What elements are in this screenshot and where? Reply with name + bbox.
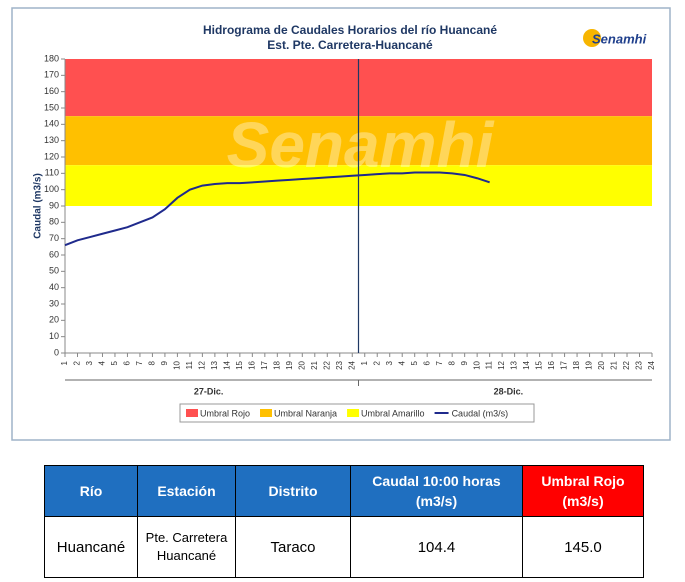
x-tick-label: 3 bbox=[85, 360, 94, 365]
x-tick-label: 19 bbox=[285, 360, 294, 369]
data-table: Río Estación Distrito Caudal 10:00 horas… bbox=[44, 465, 644, 578]
y-tick-label: 80 bbox=[49, 217, 59, 227]
legend-label: Umbral Rojo bbox=[200, 408, 250, 418]
y-tick-label: 10 bbox=[49, 331, 59, 341]
y-tick-label: 110 bbox=[45, 168, 59, 178]
x-tick-label: 4 bbox=[397, 360, 406, 365]
header-cell: Umbral Rojo (m3/s) bbox=[522, 465, 644, 517]
x-tick-label: 10 bbox=[173, 360, 182, 369]
x-tick-label: 14 bbox=[522, 360, 531, 369]
x-tick-label: 7 bbox=[435, 360, 444, 365]
legend-label: Caudal (m3/s) bbox=[452, 408, 509, 418]
x-tick-label: 11 bbox=[185, 360, 194, 369]
legend-swatch bbox=[186, 409, 198, 417]
y-tick-label: 30 bbox=[49, 298, 59, 308]
watermark: Senamhi bbox=[227, 109, 495, 181]
x-tick-label: 21 bbox=[610, 360, 619, 369]
x-tick-label: 24 bbox=[347, 360, 356, 369]
y-tick-label: 70 bbox=[49, 233, 59, 243]
cell: Huancané bbox=[44, 516, 138, 578]
x-tick-label: 22 bbox=[322, 360, 331, 369]
x-tick-label: 16 bbox=[547, 360, 556, 369]
x-tick-label: 5 bbox=[110, 360, 119, 365]
x-tick-label: 11 bbox=[485, 360, 494, 369]
x-tick-label: 19 bbox=[585, 360, 594, 369]
header-cell: Río bbox=[44, 465, 138, 517]
y-tick-label: 140 bbox=[44, 119, 59, 129]
x-tick-label: 8 bbox=[447, 360, 456, 365]
x-tick-label: 3 bbox=[385, 360, 394, 365]
y-tick-label: 0 bbox=[54, 347, 59, 357]
x-tick-label: 1 bbox=[60, 360, 69, 365]
x-tick-label: 21 bbox=[310, 360, 319, 369]
group-label: 28-Dic. bbox=[494, 386, 524, 396]
cell: Taraco bbox=[235, 516, 351, 578]
x-tick-label: 18 bbox=[272, 360, 281, 369]
x-tick-label: 9 bbox=[460, 360, 469, 365]
legend-label: Umbral Amarillo bbox=[361, 408, 425, 418]
x-tick-label: 10 bbox=[472, 360, 481, 369]
cell: 104.4 bbox=[350, 516, 523, 578]
cell: Pte. Carretera Huancané bbox=[137, 516, 236, 578]
x-tick-label: 2 bbox=[73, 360, 82, 365]
x-tick-label: 20 bbox=[297, 360, 306, 369]
x-tick-label: 6 bbox=[123, 360, 132, 365]
table-row: Huancané Pte. Carretera Huancané Taraco … bbox=[44, 516, 644, 578]
x-tick-label: 14 bbox=[222, 360, 231, 369]
y-tick-label: 40 bbox=[49, 282, 59, 292]
y-tick-label: 60 bbox=[49, 249, 59, 259]
legend-swatch bbox=[347, 409, 360, 417]
x-tick-label: 4 bbox=[98, 360, 107, 365]
x-tick-label: 22 bbox=[622, 360, 631, 369]
x-tick-label: 23 bbox=[635, 360, 644, 369]
data-line bbox=[64, 171, 490, 247]
chart-subtitle: Est. Pte. Carretera-Huancané bbox=[267, 38, 433, 52]
cell: 145.0 bbox=[522, 516, 644, 578]
header-cell: Estación bbox=[137, 465, 236, 517]
x-tick-label: 16 bbox=[247, 360, 256, 369]
legend-swatch bbox=[260, 409, 273, 417]
x-tick-label: 8 bbox=[148, 360, 157, 365]
x-tick-label: 17 bbox=[260, 360, 269, 369]
x-tick-label: 12 bbox=[497, 360, 506, 369]
y-tick-label: 50 bbox=[49, 266, 59, 276]
x-tick-label: 5 bbox=[410, 360, 419, 365]
y-axis-label: Caudal (m3/s) bbox=[33, 173, 44, 239]
x-tick-label: 13 bbox=[210, 360, 219, 369]
y-tick-label: 180 bbox=[44, 53, 59, 63]
x-tick-label: 15 bbox=[535, 360, 544, 369]
logo: Senamhi bbox=[592, 31, 647, 46]
y-tick-label: 90 bbox=[49, 200, 59, 210]
x-tick-label: 18 bbox=[572, 360, 581, 369]
x-tick-label: 15 bbox=[235, 360, 244, 369]
table-header: Río Estación Distrito Caudal 10:00 horas… bbox=[44, 465, 644, 517]
x-tick-label: 17 bbox=[560, 360, 569, 369]
x-tick-label: 2 bbox=[372, 360, 381, 365]
x-tick-label: 23 bbox=[335, 360, 344, 369]
legend-label: Umbral Naranja bbox=[274, 408, 337, 418]
header-cell: Caudal 10:00 horas (m3/s) bbox=[350, 465, 523, 517]
group-label: 27-Dic. bbox=[194, 386, 224, 396]
y-tick-label: 120 bbox=[44, 151, 59, 161]
y-tick-label: 150 bbox=[44, 102, 59, 112]
y-tick-label: 100 bbox=[44, 184, 59, 194]
x-tick-label: 13 bbox=[510, 360, 519, 369]
legend: Umbral Rojo Umbral Naranja Umbral Amarillo… bbox=[179, 403, 535, 423]
y-tick-label: 170 bbox=[44, 70, 59, 80]
y-tick-label: 160 bbox=[44, 86, 59, 96]
chart: Hidrograma de Caudales Horarios del río … bbox=[11, 7, 671, 441]
x-tick-label: 6 bbox=[422, 360, 431, 365]
y-tick-label: 130 bbox=[44, 135, 59, 145]
header-cell: Distrito bbox=[235, 465, 351, 517]
x-tick-label: 20 bbox=[597, 360, 606, 369]
logo-sun bbox=[583, 29, 601, 47]
x-tick-label: 7 bbox=[135, 360, 144, 365]
y-tick-label: 20 bbox=[49, 315, 59, 325]
chart-title: Hidrograma de Caudales Horarios del río … bbox=[203, 23, 497, 37]
x-tick-label: 24 bbox=[647, 360, 656, 369]
x-tick-label: 1 bbox=[360, 360, 369, 365]
x-tick-label: 12 bbox=[197, 360, 206, 369]
x-tick-label: 9 bbox=[160, 360, 169, 365]
